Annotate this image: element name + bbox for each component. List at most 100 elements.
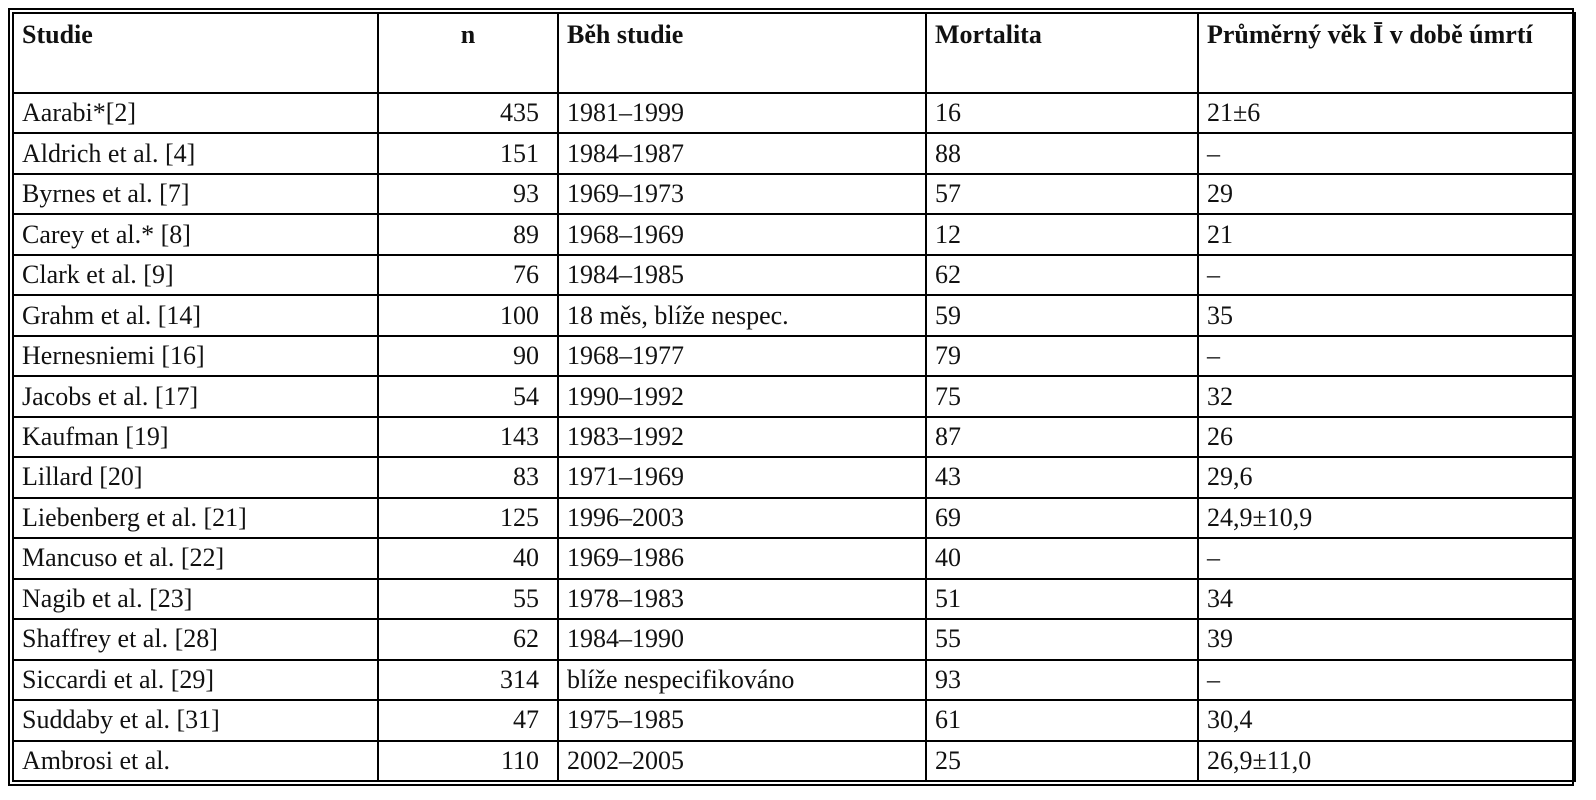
cell-study: Carey et al.* [8] (12, 213, 379, 256)
studies-table: Studie n Běh studie Mortalita Průměrný v… (12, 12, 1576, 782)
cell-age: 35 (1197, 294, 1576, 337)
cell-age: 32 (1197, 375, 1576, 418)
table-row: Jacobs et al. [17] 54 1990–1992 75 32 (12, 375, 1576, 418)
table-row: Hernesniemi [16] 90 1968–1977 79– (12, 334, 1576, 378)
cell-study: Siccardi et al. [29] (12, 658, 379, 702)
cell-study: Aarabi*[2] (12, 91, 379, 135)
cell-age: 24,9±10,9 (1197, 496, 1576, 540)
cell-n: 143 (377, 415, 559, 459)
table-header: Studie n Běh studie Mortalita Průměrný v… (12, 12, 1576, 94)
table-row: Suddaby et al. [31] 47 1975–1985 61 30,4 (12, 699, 1576, 742)
cell-n: 62 (377, 618, 559, 661)
cell-mortality: 88 (925, 132, 1199, 175)
cell-study: Grahm et al. [14] (12, 294, 379, 337)
cell-age: – (1197, 658, 1576, 702)
cell-study: Shaffrey et al. [28] (12, 618, 379, 661)
cell-n: 55 (377, 577, 559, 621)
cell-mortality: 57 (925, 172, 1199, 216)
cell-n: 151 (377, 132, 559, 175)
cell-mortality: 87 (925, 415, 1199, 459)
cell-n: 93 (377, 172, 559, 216)
cell-period: 18 měs, blíže nespec. (557, 294, 927, 337)
table-row: Liebenberg et al. [21] 125 1996–2003 69 24,9… (12, 496, 1576, 540)
table-row: Nagib et al. [23] 55 1978–1983 51 34 (12, 577, 1576, 621)
cell-period: 1968–1969 (557, 213, 927, 256)
cell-study: Hernesniemi [16] (12, 334, 379, 378)
cell-study: Nagib et al. [23] (12, 577, 379, 621)
cell-study: Lillard [20] (12, 456, 379, 499)
cell-period: 1984–1987 (557, 132, 927, 175)
cell-age: – (1197, 132, 1576, 175)
cell-mortality: 55 (925, 618, 1199, 661)
cell-n: 83 (377, 456, 559, 499)
cell-mortality: 12 (925, 213, 1199, 256)
table-row: Aldrich et al. [4] 151 1984–1987 88– (12, 132, 1576, 175)
header-n: n (377, 12, 559, 94)
table-row: Byrnes et al. [7] 93 1969–1973 57 29 (12, 172, 1576, 216)
table-row: Clark et al. [9] 76 1984–1985 62– (12, 253, 1576, 297)
header-age: Průměrný věk Ī v době úmrtí (1197, 12, 1576, 94)
cell-study: Jacobs et al. [17] (12, 375, 379, 418)
cell-mortality: 43 (925, 456, 1199, 499)
cell-age: 21 (1197, 213, 1576, 256)
cell-mortality: 51 (925, 577, 1199, 621)
cell-period: 1978–1983 (557, 577, 927, 621)
cell-period: blíže nespecifikováno (557, 658, 927, 702)
table-row: Carey et al.* [8] 89 1968–1969 12 21 (12, 213, 1576, 256)
cell-age: – (1197, 537, 1576, 580)
cell-period: 1984–1985 (557, 253, 927, 297)
header-period: Běh studie (557, 12, 927, 94)
cell-n: 76 (377, 253, 559, 297)
table-row: Shaffrey et al. [28] 62 1984–1990 55 39 (12, 618, 1576, 661)
cell-period: 2002–2005 (557, 739, 927, 782)
header-study: Studie (12, 12, 379, 94)
cell-period: 1971–1969 (557, 456, 927, 499)
cell-age: 21±6 (1197, 91, 1576, 135)
table-row: Ambrosi et al. 110 2002–2005 25 26,9±11,0 (12, 739, 1576, 782)
cell-age: 34 (1197, 577, 1576, 621)
cell-study: Ambrosi et al. (12, 739, 379, 782)
cell-mortality: 93 (925, 658, 1199, 702)
table-row: Siccardi et al. [29] 314 blíže nespecifiko… (12, 658, 1576, 702)
cell-mortality: 69 (925, 496, 1199, 540)
cell-n: 47 (377, 699, 559, 742)
cell-age: – (1197, 253, 1576, 297)
cell-period: 1981–1999 (557, 91, 927, 135)
cell-period: 1990–1992 (557, 375, 927, 418)
cell-period: 1984–1990 (557, 618, 927, 661)
cell-n: 125 (377, 496, 559, 540)
cell-study: Suddaby et al. [31] (12, 699, 379, 742)
header-mortality: Mortalita (925, 12, 1199, 94)
cell-age: 26,9±11,0 (1197, 739, 1576, 782)
cell-n: 314 (377, 658, 559, 702)
table-row: Kaufman [19] 143 1983–1992 87 26 (12, 415, 1576, 459)
cell-study: Mancuso et al. [22] (12, 537, 379, 580)
cell-age: 29,6 (1197, 456, 1576, 499)
table-row: Lillard [20] 83 1971–1969 43 29,6 (12, 456, 1576, 499)
cell-period: 1983–1992 (557, 415, 927, 459)
cell-period: 1969–1986 (557, 537, 927, 580)
cell-n: 89 (377, 213, 559, 256)
table-row: Grahm et al. [14] 100 18 měs, blíže nespec… (12, 294, 1576, 337)
cell-study: Liebenberg et al. [21] (12, 496, 379, 540)
cell-mortality: 16 (925, 91, 1199, 135)
cell-mortality: 40 (925, 537, 1199, 580)
table-row: Aarabi*[2] 435 1981–1999 16 21±6 (12, 91, 1576, 135)
cell-age: 29 (1197, 172, 1576, 216)
cell-n: 100 (377, 294, 559, 337)
cell-n: 435 (377, 91, 559, 135)
cell-age: 26 (1197, 415, 1576, 459)
cell-age: – (1197, 334, 1576, 378)
cell-mortality: 61 (925, 699, 1199, 742)
cell-mortality: 62 (925, 253, 1199, 297)
cell-n: 54 (377, 375, 559, 418)
cell-period: 1968–1977 (557, 334, 927, 378)
table-frame: Studie n Běh studie Mortalita Průměrný v… (8, 8, 1576, 786)
cell-n: 40 (377, 537, 559, 580)
cell-mortality: 79 (925, 334, 1199, 378)
cell-age: 30,4 (1197, 699, 1576, 742)
cell-age: 39 (1197, 618, 1576, 661)
cell-mortality: 59 (925, 294, 1199, 337)
cell-n: 110 (377, 739, 559, 782)
cell-study: Kaufman [19] (12, 415, 379, 459)
